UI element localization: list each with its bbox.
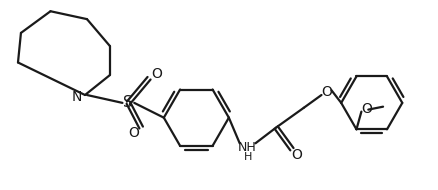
Text: NH: NH xyxy=(238,141,256,154)
Text: N: N xyxy=(72,90,82,104)
Text: O: O xyxy=(127,126,138,140)
Text: O: O xyxy=(360,102,371,116)
Text: O: O xyxy=(320,85,331,99)
Text: O: O xyxy=(291,148,302,162)
Text: S: S xyxy=(123,95,133,110)
Text: O: O xyxy=(151,67,162,81)
Text: H: H xyxy=(243,152,251,162)
